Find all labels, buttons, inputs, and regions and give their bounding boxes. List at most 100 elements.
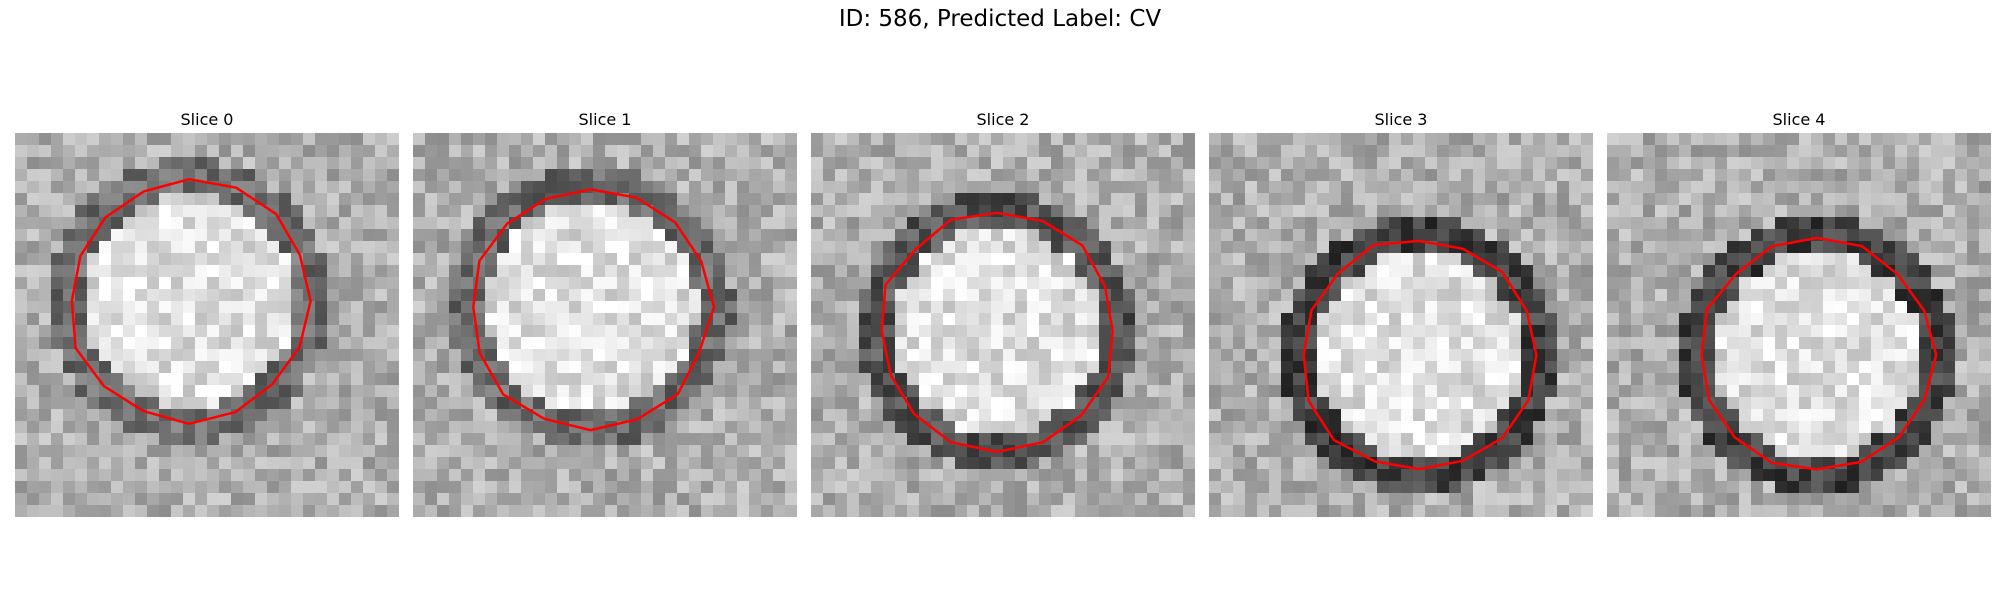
image-pixel	[461, 241, 474, 254]
image-pixel	[63, 193, 76, 206]
image-pixel	[1497, 157, 1510, 170]
image-pixel	[147, 277, 160, 290]
image-pixel	[159, 481, 172, 494]
image-pixel	[967, 337, 980, 350]
image-pixel	[375, 289, 388, 302]
image-pixel	[123, 469, 136, 482]
image-pixel	[749, 469, 762, 482]
image-pixel	[1075, 349, 1088, 362]
image-pixel	[883, 481, 896, 494]
image-pixel	[895, 505, 908, 517]
image-pixel	[785, 133, 797, 146]
image-pixel	[593, 145, 606, 158]
image-pixel	[1979, 313, 1991, 326]
image-pixel	[1967, 169, 1980, 182]
image-pixel	[51, 397, 64, 410]
image-pixel	[425, 361, 438, 374]
image-pixel	[665, 169, 678, 182]
image-pixel	[1015, 301, 1028, 314]
image-pixel	[1919, 133, 1932, 146]
image-pixel	[895, 301, 908, 314]
image-pixel	[1823, 325, 1836, 338]
image-pixel	[725, 133, 738, 146]
image-pixel	[641, 157, 654, 170]
image-pixel	[1341, 325, 1354, 338]
image-pixel	[533, 421, 546, 434]
image-pixel	[485, 193, 498, 206]
image-pixel	[955, 241, 968, 254]
image-pixel	[1667, 265, 1680, 278]
image-pixel	[629, 505, 642, 517]
image-pixel	[859, 169, 872, 182]
image-pixel	[1413, 277, 1426, 290]
image-pixel	[617, 469, 630, 482]
image-pixel	[773, 469, 786, 482]
image-pixel	[39, 349, 52, 362]
image-pixel	[1389, 505, 1402, 517]
image-pixel	[461, 481, 474, 494]
image-pixel	[859, 265, 872, 278]
slice-panel-4: Slice 4	[1607, 109, 1991, 517]
image-pixel	[1317, 361, 1330, 374]
image-pixel	[545, 445, 558, 458]
image-pixel	[761, 313, 774, 326]
image-pixel	[1425, 373, 1438, 386]
image-pixel	[195, 169, 208, 182]
image-pixel	[135, 217, 148, 230]
image-pixel	[1233, 169, 1246, 182]
image-pixel	[1365, 157, 1378, 170]
image-pixel	[521, 337, 534, 350]
image-pixel	[279, 325, 292, 338]
image-pixel	[1955, 253, 1968, 266]
image-pixel	[1931, 181, 1944, 194]
image-pixel	[15, 505, 28, 517]
image-pixel	[1159, 169, 1172, 182]
image-pixel	[545, 493, 558, 506]
image-pixel	[811, 361, 824, 374]
image-pixel	[1619, 457, 1632, 470]
image-pixel	[1655, 133, 1668, 146]
image-pixel	[279, 469, 292, 482]
image-pixel	[737, 433, 750, 446]
image-pixel	[1039, 409, 1052, 422]
image-pixel	[1209, 397, 1222, 410]
image-pixel	[871, 145, 884, 158]
image-pixel	[267, 313, 280, 326]
image-pixel	[1209, 361, 1222, 374]
image-pixel	[883, 505, 896, 517]
image-pixel	[1871, 169, 1884, 182]
image-pixel	[677, 469, 690, 482]
image-pixel	[895, 145, 908, 158]
image-pixel	[749, 337, 762, 350]
image-pixel	[665, 181, 678, 194]
image-pixel	[847, 265, 860, 278]
image-pixel	[919, 385, 932, 398]
image-pixel	[1521, 361, 1534, 374]
image-pixel	[1811, 397, 1824, 410]
image-pixel	[955, 397, 968, 410]
image-pixel	[653, 241, 666, 254]
image-pixel	[859, 241, 872, 254]
image-pixel	[1051, 169, 1064, 182]
image-pixel	[1389, 469, 1402, 482]
image-pixel	[931, 253, 944, 266]
image-pixel	[1293, 301, 1306, 314]
image-pixel	[1209, 433, 1222, 446]
segmentation-contour	[1302, 239, 1538, 471]
image-pixel	[943, 313, 956, 326]
image-pixel	[1655, 145, 1668, 158]
image-pixel	[1533, 181, 1546, 194]
image-pixel	[955, 193, 968, 206]
image-pixel	[1955, 361, 1968, 374]
image-pixel	[1329, 361, 1342, 374]
image-pixel	[425, 169, 438, 182]
image-pixel	[605, 229, 618, 242]
image-pixel	[1631, 457, 1644, 470]
image-pixel	[363, 349, 376, 362]
image-pixel	[605, 301, 618, 314]
image-pixel	[617, 265, 630, 278]
slice-title: Slice 4	[1772, 110, 1826, 129]
image-pixel	[943, 469, 956, 482]
image-pixel	[761, 397, 774, 410]
image-pixel	[195, 217, 208, 230]
